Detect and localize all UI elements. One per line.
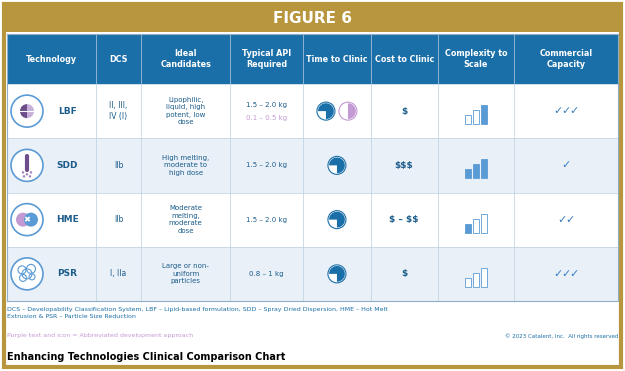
Text: 1.5 – 2.0 kg: 1.5 – 2.0 kg xyxy=(246,102,287,108)
Text: 1.5 – 2.0 kg: 1.5 – 2.0 kg xyxy=(246,162,287,168)
Circle shape xyxy=(317,102,335,120)
Text: PSR: PSR xyxy=(58,269,78,278)
Circle shape xyxy=(11,95,43,127)
Text: Enhancing Technologies Clinical Comparison Chart: Enhancing Technologies Clinical Comparis… xyxy=(7,352,286,362)
FancyBboxPatch shape xyxy=(473,164,479,178)
Text: Lipophilic,
liquid, high
potent, low
dose: Lipophilic, liquid, high potent, low dos… xyxy=(166,97,206,125)
Text: 1.5 – 2.0 kg: 1.5 – 2.0 kg xyxy=(246,217,287,223)
Text: ✓: ✓ xyxy=(561,269,571,279)
FancyBboxPatch shape xyxy=(7,34,618,84)
Circle shape xyxy=(24,213,38,227)
Circle shape xyxy=(339,102,357,120)
Circle shape xyxy=(29,175,31,178)
Circle shape xyxy=(328,265,346,283)
FancyBboxPatch shape xyxy=(7,193,618,247)
Circle shape xyxy=(328,211,346,229)
Circle shape xyxy=(11,150,43,181)
Text: I, IIa: I, IIa xyxy=(111,269,127,278)
Text: Large or non-
uniform
particles: Large or non- uniform particles xyxy=(162,263,209,285)
Wedge shape xyxy=(318,103,334,119)
FancyBboxPatch shape xyxy=(465,170,471,178)
FancyBboxPatch shape xyxy=(465,224,471,233)
Wedge shape xyxy=(20,104,27,118)
Text: SDD: SDD xyxy=(56,161,78,170)
Wedge shape xyxy=(329,212,345,227)
Text: © 2023 Catalent, Inc.  All rights reserved: © 2023 Catalent, Inc. All rights reserve… xyxy=(504,333,618,339)
Text: ✖: ✖ xyxy=(24,215,31,224)
Circle shape xyxy=(22,171,24,174)
Text: ✓: ✓ xyxy=(561,106,571,116)
FancyBboxPatch shape xyxy=(481,105,487,124)
Circle shape xyxy=(16,213,30,227)
Wedge shape xyxy=(329,266,345,282)
Text: ✓: ✓ xyxy=(561,160,571,170)
FancyBboxPatch shape xyxy=(481,214,487,233)
Circle shape xyxy=(30,171,32,174)
FancyBboxPatch shape xyxy=(473,219,479,233)
Text: $: $ xyxy=(401,269,408,278)
Text: Purple text and icon = Abbreviated development approach: Purple text and icon = Abbreviated devel… xyxy=(7,333,193,338)
FancyBboxPatch shape xyxy=(481,268,487,287)
Text: IIb: IIb xyxy=(114,215,123,224)
Wedge shape xyxy=(329,157,345,173)
FancyBboxPatch shape xyxy=(465,278,471,287)
Text: ✓: ✓ xyxy=(553,106,562,116)
Text: ✓: ✓ xyxy=(558,215,567,224)
Text: Technology: Technology xyxy=(26,55,77,63)
Text: Ideal
Candidates: Ideal Candidates xyxy=(160,49,211,69)
Circle shape xyxy=(22,175,25,178)
Text: ✓: ✓ xyxy=(553,269,562,279)
Text: Complexity to
Scale: Complexity to Scale xyxy=(445,49,508,69)
Text: ✓: ✓ xyxy=(569,269,579,279)
Wedge shape xyxy=(27,104,34,118)
Text: Typical API
Required: Typical API Required xyxy=(242,49,291,69)
Circle shape xyxy=(26,173,28,175)
Text: DCS: DCS xyxy=(109,55,128,63)
Text: 0.8 – 1 kg: 0.8 – 1 kg xyxy=(249,271,284,277)
Text: LBF: LBF xyxy=(58,106,77,116)
Text: Commercial
Capacity: Commercial Capacity xyxy=(539,49,592,69)
Text: ✓: ✓ xyxy=(566,215,575,224)
Circle shape xyxy=(328,156,346,174)
Circle shape xyxy=(11,258,43,290)
Text: DCS – Developability Classification System, LBF – Lipid-based formulation, SDD –: DCS – Developability Classification Syst… xyxy=(7,307,388,319)
Text: $: $ xyxy=(401,106,408,116)
FancyBboxPatch shape xyxy=(4,4,621,367)
Text: II, III,
IV (I): II, III, IV (I) xyxy=(109,101,128,121)
Text: Cost to Clinic: Cost to Clinic xyxy=(374,55,434,63)
Text: FIGURE 6: FIGURE 6 xyxy=(273,10,352,26)
Text: $ – $$: $ – $$ xyxy=(389,215,419,224)
FancyBboxPatch shape xyxy=(473,273,479,287)
Text: IIb: IIb xyxy=(114,161,123,170)
FancyBboxPatch shape xyxy=(7,138,618,193)
Text: ✓: ✓ xyxy=(569,106,579,116)
FancyBboxPatch shape xyxy=(473,110,479,124)
FancyBboxPatch shape xyxy=(4,4,621,32)
FancyBboxPatch shape xyxy=(481,160,487,178)
Text: 0.1 – 0.5 kg: 0.1 – 0.5 kg xyxy=(246,115,288,121)
Text: Moderate
melting,
moderate
dose: Moderate melting, moderate dose xyxy=(169,206,202,234)
Text: High melting,
moderate to
high dose: High melting, moderate to high dose xyxy=(162,155,209,176)
Text: Time to Clinic: Time to Clinic xyxy=(306,55,368,63)
Text: $$$: $$$ xyxy=(395,161,414,170)
Text: HME: HME xyxy=(56,215,79,224)
Wedge shape xyxy=(348,103,356,119)
FancyBboxPatch shape xyxy=(7,84,618,138)
FancyBboxPatch shape xyxy=(7,247,618,301)
FancyBboxPatch shape xyxy=(465,115,471,124)
Circle shape xyxy=(11,204,43,236)
